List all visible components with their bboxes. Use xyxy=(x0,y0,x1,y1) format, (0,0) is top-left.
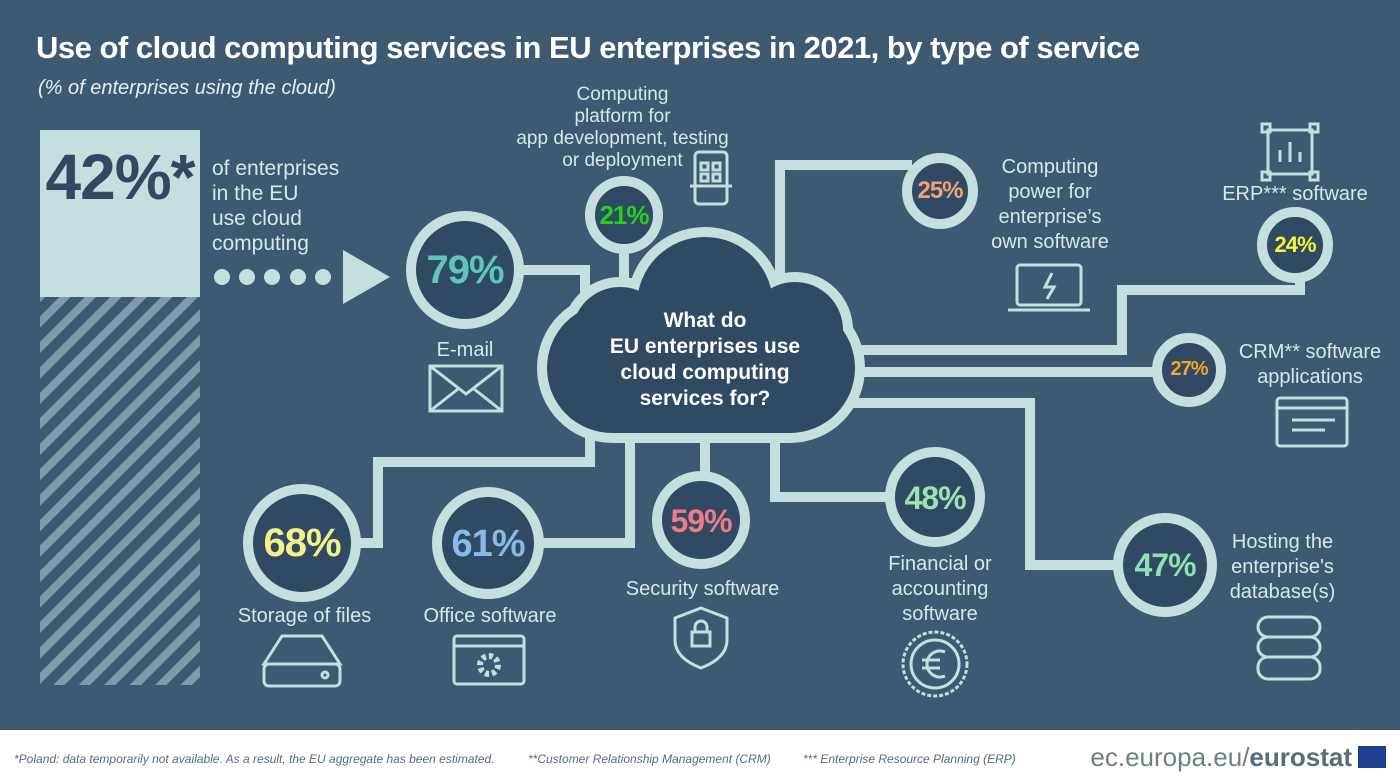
service-label-hosting: Hosting the enterprise's database(s) xyxy=(1215,530,1350,605)
cloud-text-line: cloud computing xyxy=(620,361,790,384)
headline-bar-hatched xyxy=(40,297,200,685)
headline-text-line: use cloud xyxy=(212,207,302,230)
shield-lock-icon xyxy=(673,606,729,670)
cloud-text-line: What do xyxy=(663,309,747,332)
service-label-computing-power: Computing power for enterprise’s own sof… xyxy=(970,155,1130,255)
chart-board-icon xyxy=(1260,122,1320,182)
headline-text-line: computing xyxy=(212,232,309,255)
label-line: database(s) xyxy=(1229,581,1336,603)
cloud-text-line: EU enterprises use xyxy=(609,335,801,358)
label-line: enterprise’s xyxy=(998,206,1102,228)
headline-text-line: of enterprises xyxy=(212,157,340,180)
headline-value: 42%* xyxy=(45,141,196,213)
service-label-security: Security software xyxy=(625,578,780,600)
subtitle: (% of enterprises using the cloud) xyxy=(38,77,336,99)
tablet-app-icon xyxy=(690,150,732,206)
browser-window-icon xyxy=(1275,396,1349,448)
footnote-poland: *Poland: data temporarily not available.… xyxy=(14,752,495,766)
value-circles xyxy=(243,153,1333,617)
service-value-office: 61% xyxy=(451,523,525,565)
label-line: CRM** software xyxy=(1238,341,1382,363)
diagram-graphics xyxy=(40,122,1349,698)
hard-drive-icon xyxy=(261,634,343,688)
label-line: Financial or xyxy=(888,553,992,575)
brand-prefix: ec.europa.eu/ xyxy=(1090,742,1250,772)
service-label-office: Office software xyxy=(423,605,557,627)
page-title: Use of cloud computing services in EU en… xyxy=(36,30,1140,65)
window-gear-icon xyxy=(452,634,526,686)
label-line: enterprise's xyxy=(1231,556,1334,578)
label-line: Computing xyxy=(576,84,669,105)
service-label-erp: ERP*** software xyxy=(1222,183,1368,205)
label-line: or deployment xyxy=(562,150,683,171)
service-value-platform: 21% xyxy=(599,200,649,230)
service-value-hosting: 47% xyxy=(1134,547,1196,583)
service-value-storage: 68% xyxy=(263,521,341,565)
label-line: platform for xyxy=(574,106,671,127)
label-line: software xyxy=(902,603,978,625)
label-line: Computing xyxy=(1001,156,1099,178)
label-line: Hosting the xyxy=(1231,531,1334,553)
service-value-security: 59% xyxy=(670,503,732,539)
headline-text-line: in the EU xyxy=(212,182,299,205)
service-label-email: E-mail xyxy=(436,339,494,361)
service-value-erp: 24% xyxy=(1274,232,1316,257)
footnote-crm: **Customer Relationship Management (CRM) xyxy=(528,752,771,766)
arrow-dots xyxy=(214,250,390,304)
headline-bar-top xyxy=(40,130,200,297)
envelope-icon xyxy=(428,364,504,413)
label-line: power for xyxy=(1008,181,1092,203)
eu-flag-icon xyxy=(1358,746,1386,768)
euro-coin-icon xyxy=(901,630,969,698)
cloud-text-line: services for? xyxy=(639,387,771,410)
laptop-power-icon xyxy=(1008,263,1090,312)
service-value-crm: 27% xyxy=(1170,358,1208,380)
service-label-platform: Computing platform for app development, … xyxy=(500,84,745,172)
service-value-financial: 48% xyxy=(904,480,966,516)
database-icon xyxy=(1256,615,1322,681)
service-label-crm: CRM** software applications xyxy=(1225,340,1395,390)
service-value-email: 79% xyxy=(426,248,504,292)
service-label-storage: Storage of files xyxy=(237,605,372,627)
footnote-erp: *** Enterprise Resource Planning (ERP) xyxy=(803,752,1016,766)
brand-name: eurostat xyxy=(1249,742,1352,772)
label-line: accounting xyxy=(891,578,989,600)
label-line: app development, testing xyxy=(516,128,729,149)
cloud xyxy=(537,227,865,443)
label-line: own software xyxy=(991,231,1109,253)
footer: *Poland: data temporarily not available.… xyxy=(0,727,1400,781)
service-value-computing-power: 25% xyxy=(917,177,963,204)
service-label-financial: Financial or accounting software xyxy=(865,552,1015,627)
label-line: applications xyxy=(1257,366,1363,388)
eurostat-brand[interactable]: ec.europa.eu/eurostat xyxy=(1090,742,1352,773)
